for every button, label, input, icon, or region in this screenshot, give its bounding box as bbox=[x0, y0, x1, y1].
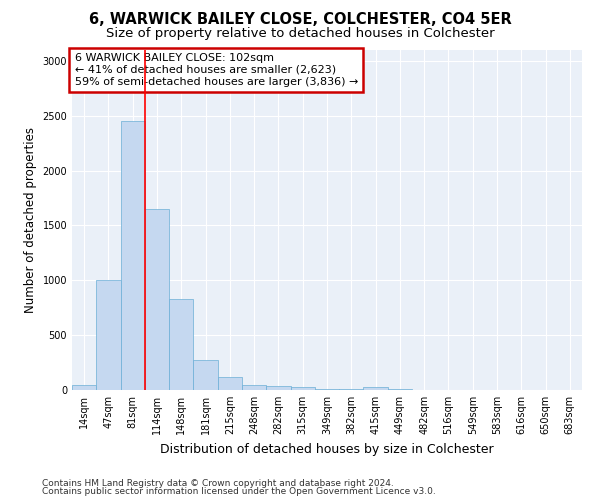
Bar bbox=[290, 386, 315, 390]
Bar bbox=[72, 384, 96, 390]
Text: 6 WARWICK BAILEY CLOSE: 102sqm
← 41% of detached houses are smaller (2,623)
59% : 6 WARWICK BAILEY CLOSE: 102sqm ← 41% of … bbox=[74, 54, 358, 86]
Bar bbox=[266, 386, 290, 390]
Text: 6, WARWICK BAILEY CLOSE, COLCHESTER, CO4 5ER: 6, WARWICK BAILEY CLOSE, COLCHESTER, CO4… bbox=[89, 12, 511, 28]
Bar bbox=[242, 384, 266, 390]
Text: Contains public sector information licensed under the Open Government Licence v3: Contains public sector information licen… bbox=[42, 487, 436, 496]
Bar bbox=[96, 280, 121, 390]
Bar bbox=[121, 122, 145, 390]
Y-axis label: Number of detached properties: Number of detached properties bbox=[24, 127, 37, 313]
Text: Contains HM Land Registry data © Crown copyright and database right 2024.: Contains HM Land Registry data © Crown c… bbox=[42, 478, 394, 488]
Bar bbox=[169, 299, 193, 390]
Bar bbox=[218, 377, 242, 390]
Bar bbox=[145, 209, 169, 390]
Bar bbox=[193, 360, 218, 390]
Text: Size of property relative to detached houses in Colchester: Size of property relative to detached ho… bbox=[106, 28, 494, 40]
X-axis label: Distribution of detached houses by size in Colchester: Distribution of detached houses by size … bbox=[160, 442, 494, 456]
Bar bbox=[364, 386, 388, 390]
